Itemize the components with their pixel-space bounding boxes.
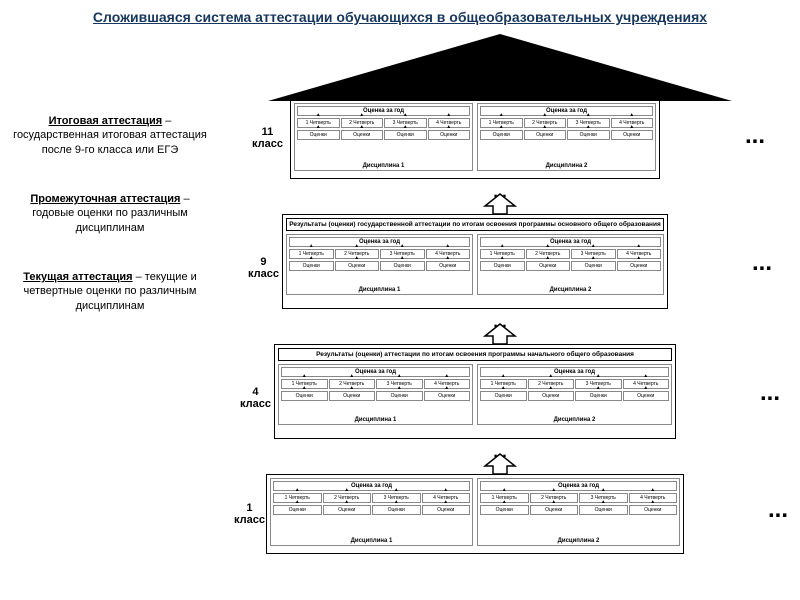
discipline-block: Оценка за год 1 Четверть2 Четверть3 Четв… [286,234,473,295]
grade-cell: Оценки [480,130,523,140]
discipline-label: Дисциплина 1 [359,287,401,293]
ellipsis: ... [768,496,788,524]
level-11 класс: Оценка за год 1 Четверть2 Четверть3 Четв… [290,99,660,179]
grade-cell: Оценки [480,391,527,401]
grade-cell: Оценки [273,505,322,515]
grade-cell: Оценки [579,505,628,515]
grade-cell: Оценки [424,391,471,401]
discipline-block: Оценка за год 1 Четверть2 Четверть3 Четв… [477,478,680,546]
result-bar: Результаты (оценки) аттестации по итогам… [278,348,672,361]
ellipsis: ... [760,379,780,407]
discipline-block: Оценка за год 1 Четверть2 Четверть3 Четв… [294,103,473,171]
desc-current: Текущая аттестация – текущие и четвертны… [10,270,210,313]
result-bar: Результаты (оценки) государственной атте… [286,218,664,231]
grade-cell: Оценки [480,261,525,271]
level-1 класс: Оценка за год 1 Четверть2 Четверть3 Четв… [266,474,684,554]
grade-label: 11класс [252,126,283,150]
discipline-label: Дисциплина 2 [546,163,588,169]
main-layout: Итоговая аттестация – государственная ит… [0,34,800,564]
up-arrow-icon [475,192,525,216]
grade-cell: Оценки [323,505,372,515]
year-grade: Оценка за год [289,237,470,247]
discipline-block: Оценка за год 1 Четверть2 Четверть3 Четв… [477,234,664,295]
grade-cell: Оценки [376,391,423,401]
grade-cell: Оценки [426,261,471,271]
discipline-label: Дисциплина 2 [550,287,592,293]
grade-cell: Оценки [289,261,334,271]
grade-label: 4класс [240,386,271,410]
year-grade: Оценка за год [480,237,661,247]
grade-cell: Оценки [281,391,328,401]
grade-cell: Оценки [530,505,579,515]
descriptions-column: Итоговая аттестация – государственная ит… [10,34,210,564]
year-grade: Оценка за год [281,367,470,377]
grade-cell: Оценки [297,130,340,140]
discipline-block: Оценка за год 1 Четверть2 Четверть3 Четв… [477,364,672,425]
grade-cell: Оценки [575,391,622,401]
year-grade: Оценка за год [480,106,653,116]
level-4 класс: Результаты (оценки) аттестации по итогам… [274,344,676,439]
discipline-block: Оценка за год 1 Четверть2 Четверть3 Четв… [477,103,656,171]
grade-cell: Оценки [567,130,610,140]
up-arrow-icon [475,452,525,476]
discipline-label: Дисциплина 1 [363,163,405,169]
grade-cell: Оценки [480,505,529,515]
year-grade: Оценка за год [297,106,470,116]
grade-label: 1класс [234,502,265,526]
ege-label: ЕГЭ [473,66,527,98]
desc-intermediate: Промежуточная аттестация – годовые оценк… [10,192,210,235]
ellipsis: ... [752,249,772,277]
grade-cell: Оценки [329,391,376,401]
grade-cell: Оценки [611,130,654,140]
desc-final: Итоговая аттестация – государственная ит… [10,114,210,157]
year-grade: Оценка за год [273,481,470,491]
discipline-label: Дисциплина 2 [554,417,596,423]
grade-cell: Оценки [629,505,678,515]
grade-cell: Оценки [524,130,567,140]
level-9 класс: Результаты (оценки) государственной атте… [282,214,668,309]
discipline-label: Дисциплина 1 [355,417,397,423]
discipline-block: Оценка за год 1 Четверть2 Четверть3 Четв… [270,478,473,546]
grade-cell: Оценки [526,261,571,271]
grade-cell: Оценки [623,391,670,401]
grade-cell: Оценки [571,261,616,271]
grade-cell: Оценки [372,505,421,515]
grade-cell: Оценки [617,261,662,271]
discipline-label: Дисциплина 2 [558,538,600,544]
up-arrow-icon [475,322,525,346]
grade-cell: Оценки [422,505,471,515]
grade-cell: Оценки [428,130,471,140]
discipline-label: Дисциплина 1 [351,538,393,544]
grade-cell: Оценки [341,130,384,140]
page-title: Сложившаяся система аттестации обучающих… [0,0,800,34]
ellipsis: ... [745,122,765,150]
discipline-block: Оценка за год 1 Четверть2 Четверть3 Четв… [278,364,473,425]
grade-cell: Оценки [380,261,425,271]
pyramid-diagram: ЕГЭ Оценка за год 1 Четверть2 Четверть3 … [210,34,790,564]
grade-cell: Оценки [528,391,575,401]
year-grade: Оценка за год [480,481,677,491]
grade-cell: Оценки [384,130,427,140]
grade-cell: Оценки [335,261,380,271]
year-grade: Оценка за год [480,367,669,377]
grade-label: 9класс [248,256,279,280]
